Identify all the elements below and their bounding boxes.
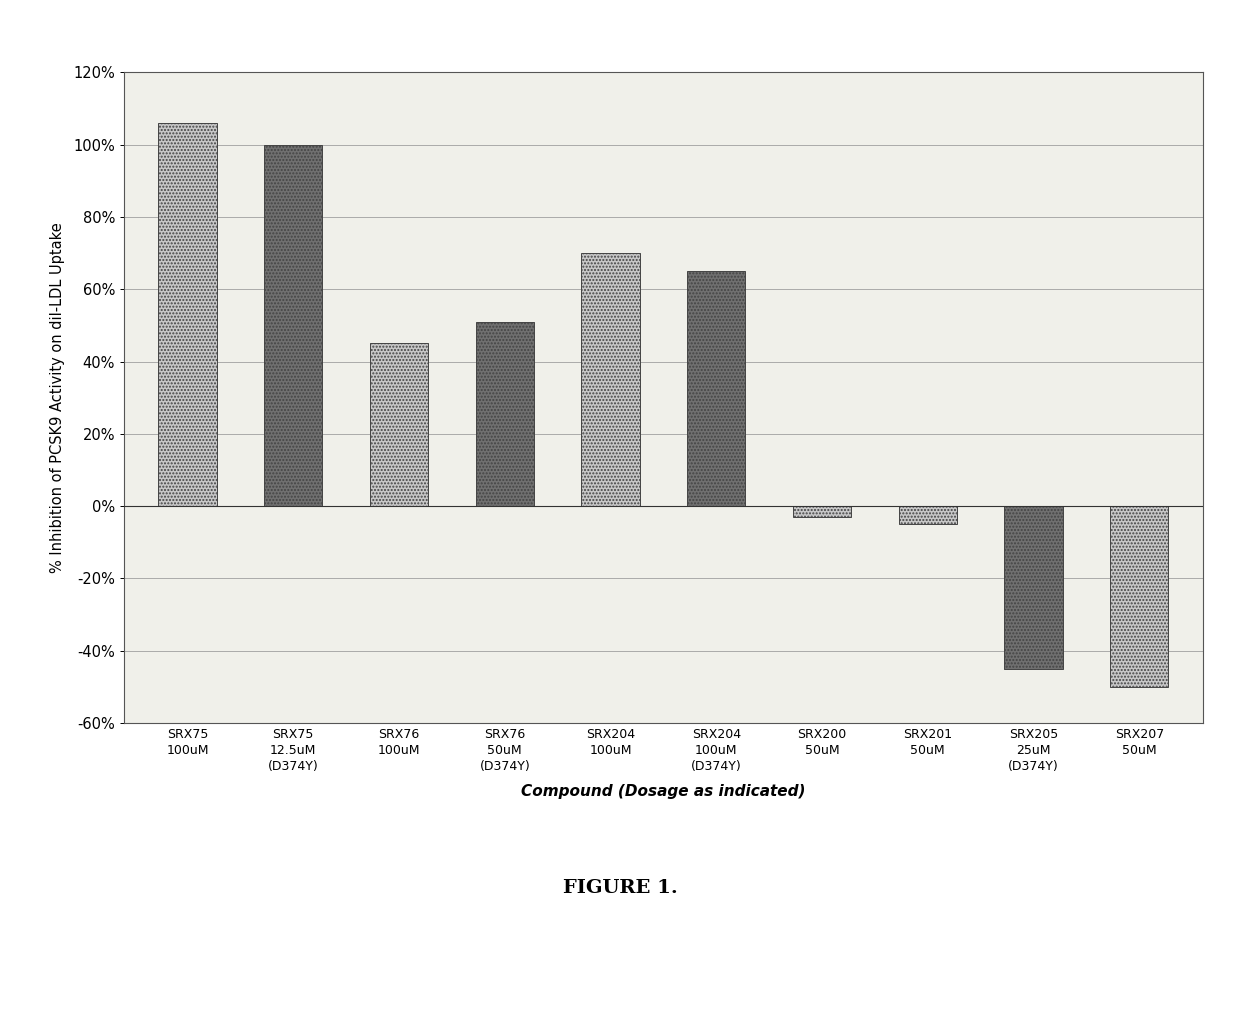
Bar: [370, 343, 428, 506]
Bar: [264, 145, 322, 506]
Bar: [1004, 506, 1063, 669]
Bar: [1110, 506, 1168, 687]
Bar: [899, 506, 957, 525]
Y-axis label: % Inhibition of PCSK9 Activity on dil-LDL Uptake: % Inhibition of PCSK9 Activity on dil-LD…: [50, 222, 64, 573]
X-axis label: Compound (Dosage as indicated): Compound (Dosage as indicated): [521, 784, 806, 800]
Bar: [687, 272, 745, 506]
Text: FIGURE 1.: FIGURE 1.: [563, 879, 677, 898]
Bar: [792, 506, 851, 518]
Bar: [159, 123, 217, 506]
Bar: [582, 253, 640, 506]
Bar: [476, 322, 534, 506]
